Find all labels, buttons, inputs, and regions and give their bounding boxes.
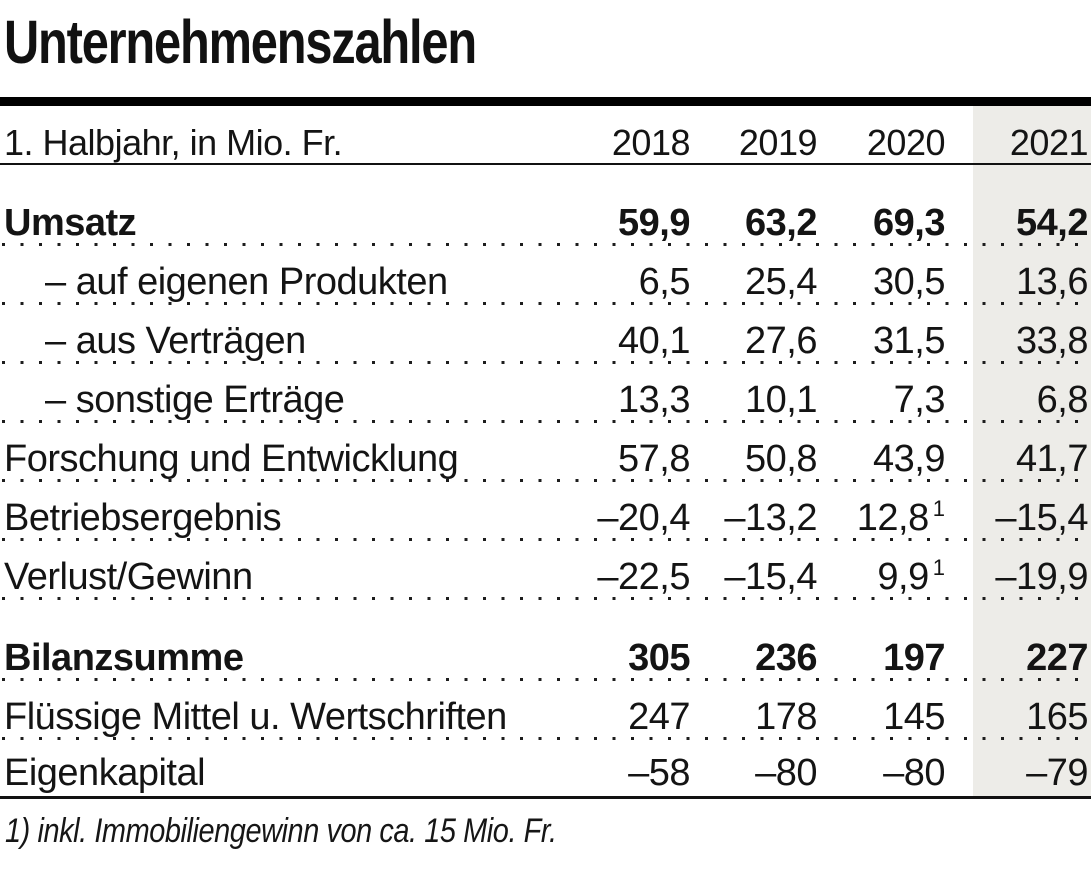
row-label: – aus Verträgen — [45, 320, 306, 362]
value-2021: 54,2 — [1016, 202, 1088, 244]
value-2018: 57,8 — [618, 438, 690, 480]
value-2019: 178 — [755, 696, 817, 738]
value-2018: 305 — [628, 637, 690, 679]
data-table: 1. Halbjahr, in Mio. Fr. 2018 2019 2020 … — [0, 106, 1091, 799]
table-row: Bilanzsumme 305 236 197 227 — [0, 600, 1091, 681]
value-2018: 59,9 — [618, 202, 690, 244]
value-2021: 227 — [1026, 637, 1088, 679]
title-divider-rule — [0, 97, 1091, 106]
value-2020: 9,9 1 — [877, 555, 945, 598]
row-label: Bilanzsumme — [4, 637, 244, 679]
row-label: Eigenkapital — [4, 752, 206, 794]
value-2020: 30,5 — [873, 261, 945, 303]
value-2020: 43,9 — [873, 438, 945, 480]
value-2018: 6,5 — [638, 261, 691, 303]
value-2020: 7,3 — [893, 379, 946, 421]
value-2021: 33,8 — [1016, 320, 1088, 362]
table-row: – auf eigenen Produkten 6,5 25,4 30,5 13,6 — [0, 246, 1091, 305]
value-2021: –15,4 — [995, 497, 1088, 539]
row-label: Betriebsergebnis — [4, 497, 282, 539]
table-row: Umsatz 59,9 63,2 69,3 54,2 — [0, 165, 1091, 246]
value-2019: 63,2 — [745, 202, 817, 244]
value-2020: 197 — [883, 637, 945, 679]
row-label: Forschung und Entwicklung — [4, 438, 459, 480]
value-2018: 247 — [628, 696, 690, 738]
value-2021: 13,6 — [1016, 261, 1088, 303]
footnote-marker: 1 — [932, 555, 945, 580]
value-2019: –15,4 — [724, 556, 817, 598]
table-row: – sonstige Erträge 13,3 10,1 7,3 6,8 — [0, 364, 1091, 423]
value-2018: 40,1 — [618, 320, 690, 362]
page-title: Unternehmenszahlen — [4, 8, 477, 76]
row-label: Flüssige Mittel u. Wertschriften — [4, 696, 507, 738]
value-2018: –58 — [628, 752, 690, 794]
footnote: 1) inkl. Immobiliengewinn von ca. 15 Mio… — [5, 812, 557, 850]
value-2021: 41,7 — [1016, 438, 1088, 480]
value-2018: –20,4 — [597, 497, 690, 539]
footnote-marker: 1 — [932, 496, 945, 521]
value-2019: 50,8 — [745, 438, 817, 480]
value-2019: 27,6 — [745, 320, 817, 362]
table-row: Betriebsergebnis –20,4 –13,2 12,8 1 –15,4 — [0, 482, 1091, 541]
value-2019: –13,2 — [724, 497, 817, 539]
table-row: Flüssige Mittel u. Wertschriften 247 178 14… — [0, 681, 1091, 740]
column-header-2020: 2020 — [866, 122, 946, 163]
column-header-2018: 2018 — [611, 122, 691, 163]
value-2019: 25,4 — [745, 261, 817, 303]
row-label: – sonstige Erträge — [45, 379, 345, 421]
value-2020: 145 — [883, 696, 945, 738]
table-row: Eigenkapital –58 –80 –80 –79 — [0, 740, 1091, 799]
value-2019: –80 — [755, 752, 817, 794]
value-2020: 12,8 1 — [856, 496, 945, 539]
value-2021: –19,9 — [995, 556, 1088, 598]
value-2020: 31,5 — [873, 320, 945, 362]
column-header-2021: 2021 — [1009, 122, 1089, 163]
unit-label: 1. Halbjahr, in Mio. Fr. — [4, 122, 343, 163]
value-2021: 6,8 — [1036, 379, 1089, 421]
row-label: Umsatz — [4, 202, 137, 244]
value-2020: 69,3 — [873, 202, 945, 244]
value-2019: 236 — [755, 637, 817, 679]
table-row: Verlust/Gewinn –22,5 –15,4 9,9 1 –19,9 — [0, 541, 1091, 600]
row-label: Verlust/Gewinn — [4, 556, 253, 598]
value-2020: –80 — [883, 752, 945, 794]
value-2018: 13,3 — [618, 379, 690, 421]
table-row: Forschung und Entwicklung 57,8 50,8 43,9 41,… — [0, 423, 1091, 482]
table-row: – aus Verträgen 40,1 27,6 31,5 33,8 — [0, 305, 1091, 364]
value-2019: 10,1 — [745, 379, 817, 421]
table-header-row: 1. Halbjahr, in Mio. Fr. 2018 2019 2020 … — [0, 106, 1091, 165]
value-2021: –79 — [1026, 752, 1088, 794]
table-body: Umsatz 59,9 63,2 69,3 54,2– auf eigenen Prod… — [0, 165, 1091, 799]
column-header-2019: 2019 — [738, 122, 818, 163]
value-2021: 165 — [1026, 696, 1088, 738]
value-2018: –22,5 — [597, 556, 690, 598]
row-label: – auf eigenen Produkten — [45, 261, 448, 303]
